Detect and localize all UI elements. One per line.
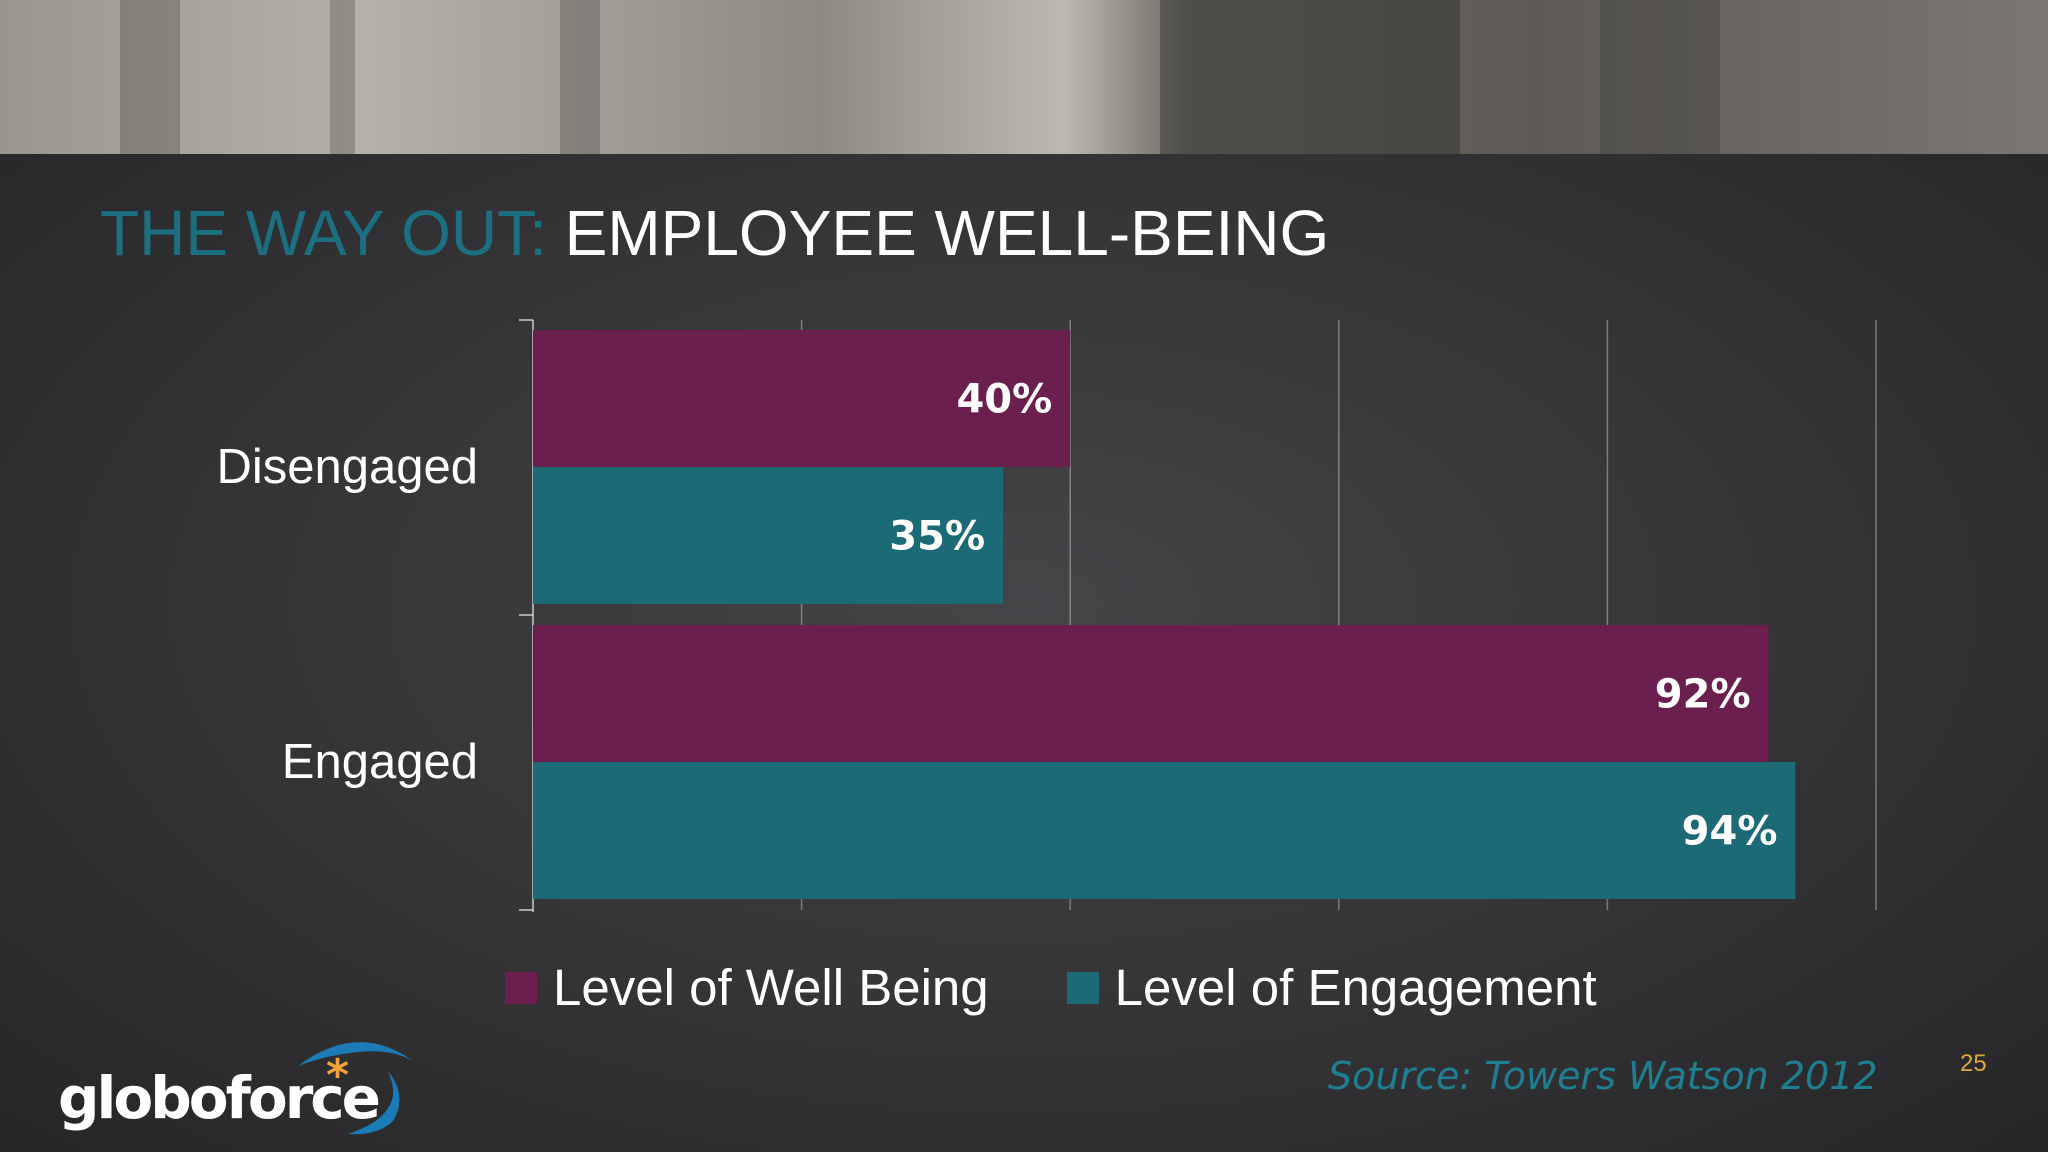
logo-swoosh-icon xyxy=(298,1042,413,1135)
legend-label-engagement: Level of Engagement xyxy=(1114,959,1597,1016)
bar-engaged-series-0 xyxy=(533,625,1769,762)
data-label-engaged-series-1: 94% xyxy=(1682,809,1778,855)
category-label-disengaged: Disengaged xyxy=(216,440,478,494)
legend-item-engagement: Level of Engagement xyxy=(1066,958,1597,1017)
data-label-disengaged-series-1: 35% xyxy=(889,514,985,560)
title-highlight: THE WAY OUT: xyxy=(100,197,547,269)
bar-disengaged-series-1 xyxy=(533,467,1004,604)
header-photo xyxy=(0,0,2048,154)
bar-engaged-series-1 xyxy=(533,762,1796,899)
title-main: EMPLOYEE WELL-BEING xyxy=(564,197,1330,269)
data-label-disengaged-series-0: 40% xyxy=(956,377,1052,423)
bar-disengaged-series-0 xyxy=(533,330,1071,467)
source-citation: Source: Towers Watson 2012 xyxy=(1328,1054,1878,1098)
legend-label-wellbeing: Level of Well Being xyxy=(553,959,989,1016)
page-number: 25 xyxy=(1960,1050,1987,1077)
legend-swatch-engagement xyxy=(1066,971,1099,1004)
category-label-engaged: Engaged xyxy=(282,735,478,789)
chart-legend: Level of Well Being Level of Engagement xyxy=(505,958,1675,1017)
logo-text: globoforce xyxy=(58,1064,381,1132)
globoforce-logo: globoforce * xyxy=(58,1026,428,1136)
legend-swatch-wellbeing xyxy=(505,971,537,1004)
data-label-engaged-series-0: 92% xyxy=(1655,672,1751,718)
logo-star-icon: * xyxy=(326,1050,350,1101)
legend-item-wellbeing: Level of Well Being xyxy=(505,958,989,1017)
slide-title: THE WAY OUT: EMPLOYEE WELL-BEING xyxy=(100,196,1329,270)
